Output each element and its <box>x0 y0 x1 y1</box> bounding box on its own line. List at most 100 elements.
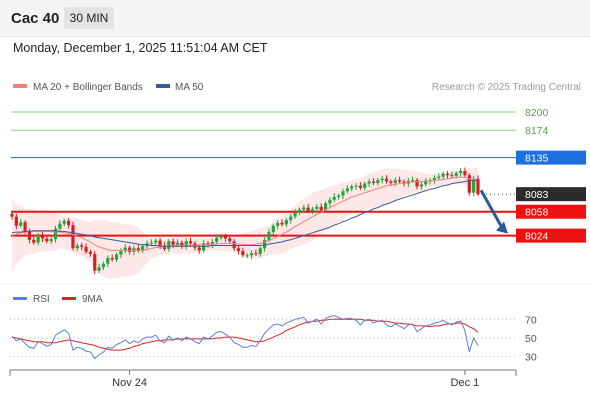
candle-body <box>293 212 297 217</box>
rsi-panel: 70 50 30 <box>10 314 537 364</box>
candle-body <box>323 203 328 211</box>
candle-body <box>254 253 258 255</box>
candle-body <box>393 180 397 183</box>
candle-body <box>80 245 84 247</box>
candle-body <box>23 222 27 232</box>
candle-body <box>228 238 232 242</box>
candle-body <box>271 225 275 233</box>
candle-body <box>371 181 376 183</box>
candle-body <box>315 206 319 209</box>
rsi-tick-label-30: 30 <box>525 352 537 364</box>
candle-body <box>437 176 441 178</box>
level-label-8058: 8058 <box>525 207 549 219</box>
candle-body <box>384 178 389 182</box>
candle-body <box>241 251 245 256</box>
candle-body <box>167 241 171 249</box>
candle-body <box>171 241 175 245</box>
candle-body <box>310 208 315 212</box>
candle-body <box>110 258 114 260</box>
candle-body <box>53 228 58 240</box>
candle-body <box>380 178 384 181</box>
candle-body <box>188 241 193 244</box>
projection-arrow-head <box>496 221 508 234</box>
candle-body <box>154 240 158 243</box>
candle-body <box>415 180 419 187</box>
candle-body <box>19 222 23 226</box>
x-axis: Nov 24 Dec 1 <box>9 369 517 389</box>
watermark: Research © 2025 Trading Central <box>432 82 581 93</box>
legend-9ma-swatch <box>62 297 76 300</box>
candle-body <box>463 170 467 176</box>
candle-body <box>319 206 323 211</box>
candle-body <box>84 246 88 252</box>
candle-body <box>280 222 284 225</box>
candle-body <box>289 216 293 221</box>
x-tick-label: Dec 1 <box>451 377 480 389</box>
candle-body <box>202 243 206 251</box>
candle-body <box>262 239 267 249</box>
candle-body <box>284 220 288 225</box>
candle-body <box>149 242 153 244</box>
legend-rsi-swatch <box>13 297 27 300</box>
level-label-bg-8058 <box>516 204 586 219</box>
timeframe-button[interactable]: 30 MIN <box>64 7 114 29</box>
candle-body <box>232 241 236 249</box>
candle-body <box>127 247 132 252</box>
level-label-bg-8083 <box>516 187 586 202</box>
candle-body <box>302 207 306 210</box>
level-label-bg-8135 <box>516 150 586 165</box>
candle-body <box>223 236 228 239</box>
candle-body <box>363 183 367 188</box>
candle-body <box>106 258 110 264</box>
candle-body <box>467 175 471 193</box>
candle-body <box>88 251 92 254</box>
rsi-tick-label-50: 50 <box>525 333 537 345</box>
level-label-8135: 8135 <box>525 153 549 165</box>
candle-body <box>441 173 445 177</box>
candle-body <box>49 239 53 242</box>
candle-body <box>337 195 341 197</box>
level-label-8200: 8200 <box>525 107 549 119</box>
candle-body <box>75 245 79 249</box>
candle-body <box>245 255 249 257</box>
rsi-line <box>11 315 479 360</box>
candle-body <box>123 247 127 252</box>
candle-body <box>236 248 241 252</box>
candle-body <box>14 216 18 226</box>
level-label-8174: 8174 <box>525 125 549 137</box>
candle-body <box>376 180 380 183</box>
rsi-9ma-line <box>11 318 479 351</box>
candle-body <box>101 263 106 268</box>
price-panel: 8200 8174 8135 8083 8058 8024 <box>10 107 586 279</box>
rsi-tick-label-70: 70 <box>525 314 537 326</box>
candle-body <box>36 234 40 243</box>
candle-body <box>175 242 180 245</box>
candle-body <box>424 181 428 185</box>
candle-body <box>215 237 219 242</box>
x-tick-label: Nov 24 <box>112 377 147 389</box>
candle-body <box>32 239 36 243</box>
candle-body <box>276 222 280 226</box>
candle-body <box>141 246 145 251</box>
candle-body <box>40 234 45 239</box>
legend-ma20-swatch <box>13 84 27 88</box>
candle-body <box>97 267 101 271</box>
level-label-8083: 8083 <box>525 189 549 201</box>
candle-body <box>432 178 437 181</box>
candle-body <box>219 236 223 238</box>
level-label-8024: 8024 <box>525 231 549 243</box>
candle-body <box>258 248 262 254</box>
price-legend: MA 20 + Bollinger Bands MA 50 <box>13 82 204 93</box>
candle-body <box>180 242 184 247</box>
rsi-legend: RSI 9MA <box>13 294 103 305</box>
candle-body <box>328 199 332 204</box>
symbol-title: Cac 40 <box>11 10 60 27</box>
candle-body <box>454 173 458 176</box>
ma50-line <box>11 179 479 247</box>
candle-body <box>350 186 354 189</box>
candle-body <box>27 231 32 240</box>
legend-ma20-label: MA 20 + Bollinger Bands <box>33 82 143 93</box>
candle-body <box>67 220 71 226</box>
candle-body <box>249 253 254 256</box>
